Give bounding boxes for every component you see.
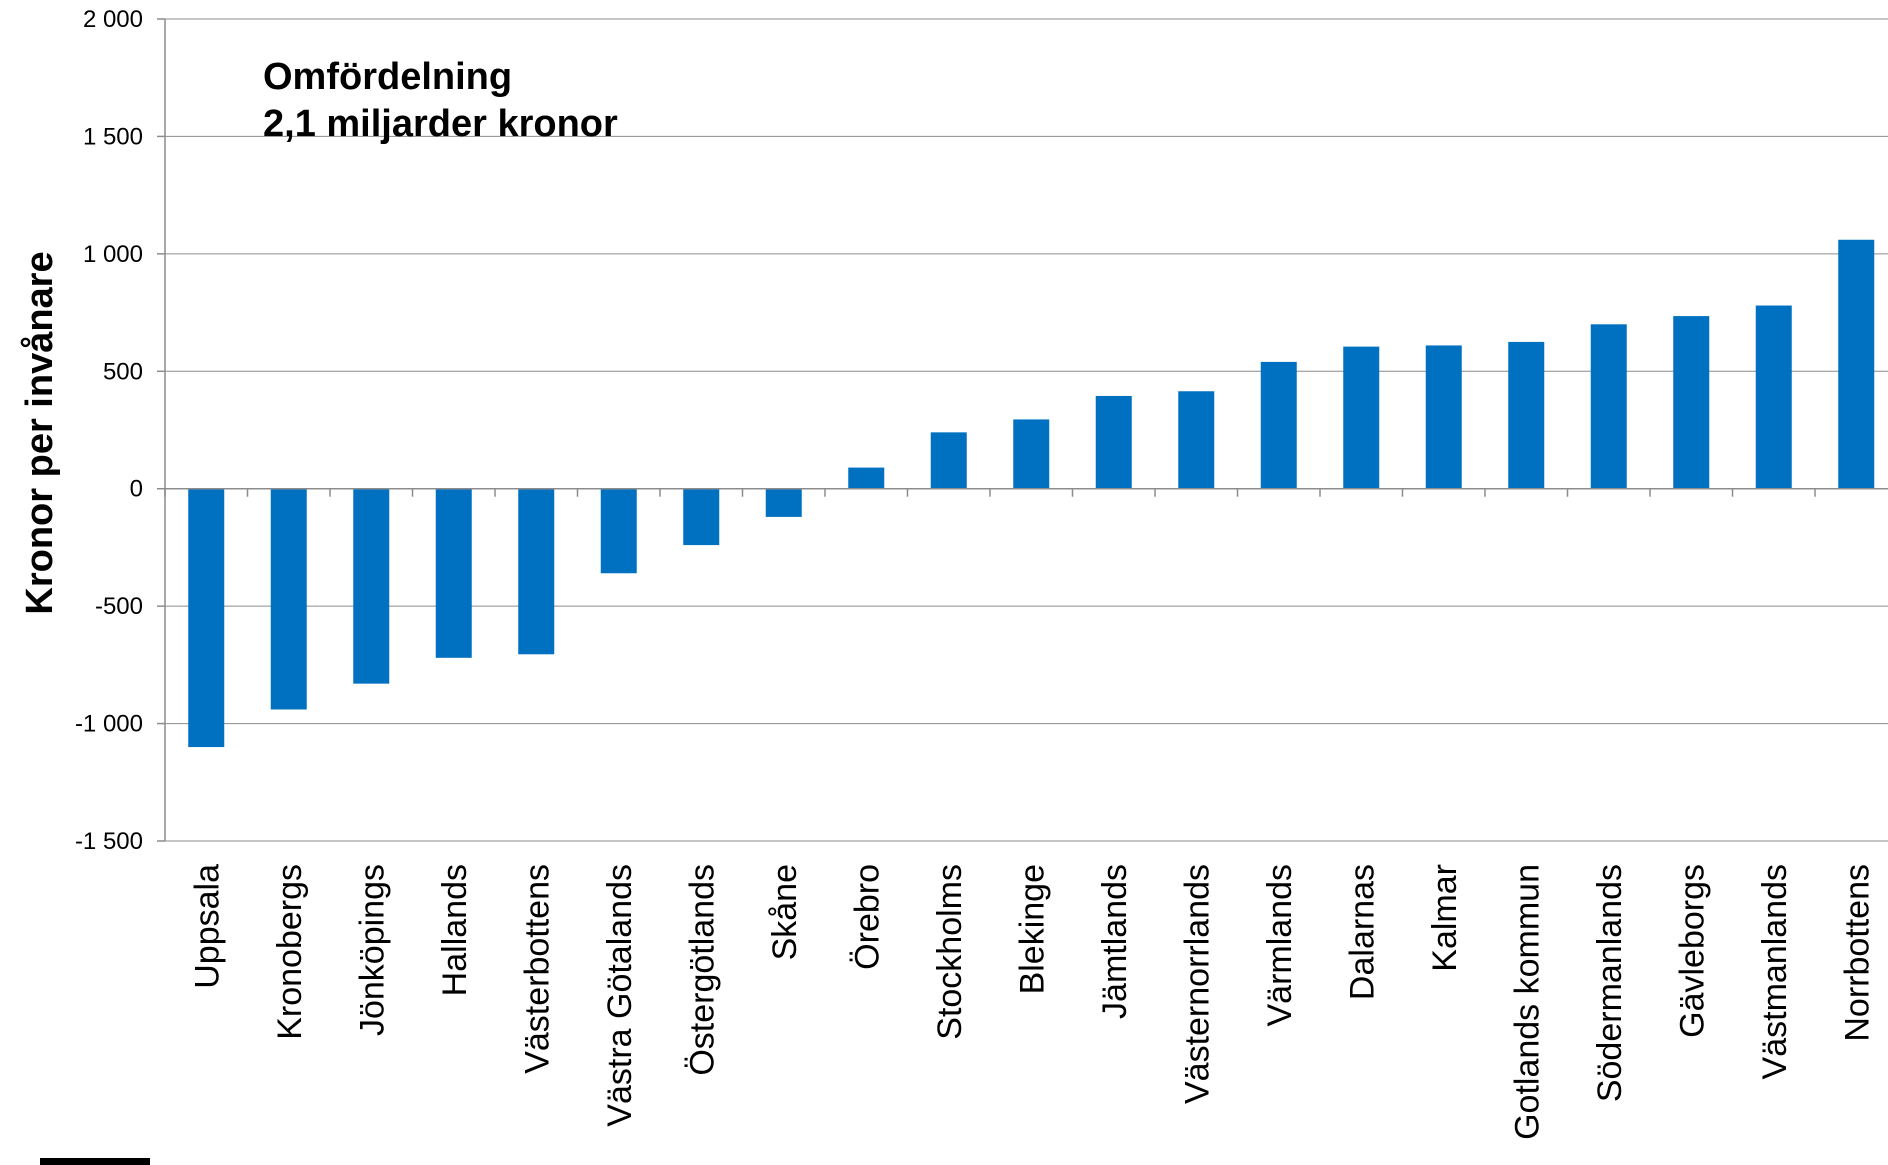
x-tick-label: Stockholms — [931, 864, 969, 1040]
bar — [270, 488, 307, 710]
cropped-text-fragment — [40, 1158, 150, 1165]
annotation-line-1: Omfördelning — [263, 56, 512, 98]
x-tick-label: Kronobergs — [271, 864, 309, 1040]
x-tick-label: Västerbottens — [518, 864, 556, 1074]
bar — [353, 488, 390, 684]
x-tick-label: Östergötlands — [683, 864, 721, 1076]
x-tick-label: Gävleborgs — [1673, 864, 1711, 1038]
y-tick-label: 2 000 — [83, 6, 143, 33]
x-tick-label: Jönköpings — [353, 864, 391, 1036]
bar — [1508, 341, 1545, 489]
x-tick-label: Västra Götalands — [601, 864, 639, 1127]
y-tick-label: 1 500 — [83, 123, 143, 150]
bar — [1425, 345, 1462, 489]
y-tick-labels: 2 000 1 500 1 000 500 0 -500 -1 000 -1 500 — [75, 6, 143, 855]
x-tick-label: Södermanlands — [1591, 864, 1629, 1102]
bars — [188, 239, 1875, 748]
y-tick-label: 1 000 — [83, 241, 143, 268]
x-tick-label: Västernorrlands — [1178, 864, 1216, 1104]
x-tick-labels: Uppsala Kronobergs Jönköpings Hallands Väste… — [188, 864, 1876, 1140]
y-tick-label: -500 — [95, 593, 143, 620]
x-tick-label: Örebro — [848, 864, 886, 970]
bar — [1013, 419, 1050, 489]
annotation-line-2: 2,1 miljarder kronor — [263, 103, 618, 145]
bar — [435, 488, 472, 658]
bar — [930, 432, 967, 489]
bar — [848, 467, 885, 489]
axes — [157, 18, 1888, 842]
x-tick-label: Uppsala — [188, 864, 226, 989]
bar — [1260, 361, 1297, 489]
x-tick-label: Gotlands kommun — [1508, 864, 1546, 1140]
x-tick-label: Skåne — [766, 864, 804, 960]
x-tick-label: Hallands — [436, 864, 474, 996]
bar — [1673, 316, 1710, 489]
bar — [1178, 391, 1215, 489]
x-tick-label: Jämtlands — [1096, 864, 1134, 1019]
y-tick-label: -1 500 — [75, 828, 143, 855]
x-tick-label: Dalarnas — [1343, 864, 1381, 1000]
y-tick-label: 500 — [103, 358, 143, 385]
x-tick-label: Blekinge — [1013, 864, 1051, 994]
bar — [1838, 239, 1875, 489]
x-tick-label: Kalmar — [1426, 864, 1464, 972]
x-tick-label: Västmanlands — [1756, 864, 1794, 1079]
x-tick-label: Värmlands — [1261, 864, 1299, 1027]
bar — [1590, 324, 1627, 489]
bar — [1755, 305, 1792, 489]
x-tick-label: Norrbottens — [1838, 864, 1876, 1042]
bar — [1095, 395, 1132, 489]
bar — [600, 488, 637, 574]
y-tick-label: -1 000 — [75, 711, 143, 738]
bar — [683, 488, 720, 546]
y-tick-label: 0 — [130, 476, 143, 503]
bar — [188, 488, 225, 748]
bar — [1343, 346, 1380, 489]
bar — [518, 488, 555, 655]
bar — [765, 488, 802, 517]
y-axis-label: Kronor per invånare — [19, 251, 61, 614]
